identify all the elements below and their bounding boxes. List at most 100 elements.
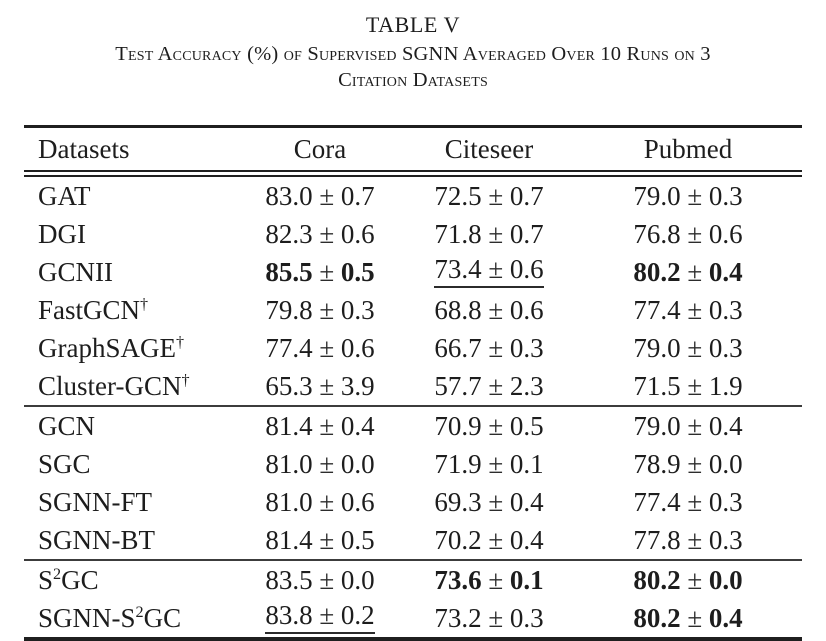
accuracy-cell: 72.5 ± 0.7 (404, 174, 574, 216)
accuracy-cell: 71.9 ± 0.1 (404, 445, 574, 483)
accuracy-value-group: 83.5 ± 0.0 (265, 564, 375, 595)
accuracy-cell: 77.4 ± 0.6 (236, 329, 404, 367)
accuracy-value-group: 77.4 ± 0.6 (265, 332, 375, 363)
accuracy-value-group: 81.0 ± 0.6 (265, 486, 375, 517)
accuracy-value-group: 85.5 ± 0.5 (265, 256, 375, 287)
model-name-text: GraphSAGE (38, 332, 176, 363)
superscript: † (181, 370, 190, 389)
accuracy-cell: 85.5 ± 0.5 (236, 253, 404, 291)
accuracy-value-group: 71.8 ± 0.7 (434, 218, 544, 249)
accuracy-cell: 83.0 ± 0.7 (236, 174, 404, 216)
accuracy-value-group: 83.0 ± 0.7 (265, 180, 375, 211)
model-name-text: GAT (38, 180, 91, 211)
accuracy-cell: 70.9 ± 0.5 (404, 406, 574, 445)
model-name: Cluster-GCN† (24, 367, 236, 406)
accuracy-cell: 81.4 ± 0.4 (236, 406, 404, 445)
accuracy-cell: 79.0 ± 0.4 (574, 406, 802, 445)
model-name: SGNN-BT (24, 521, 236, 560)
table-group-1: GAT 83.0 ± 0.7 72.5 ± 0.7 79.0 ± 0.3 DGI 82.3… (24, 174, 802, 407)
accuracy-cell: 73.4 ± 0.6 (404, 253, 574, 291)
accuracy-value-group: 68.8 ± 0.6 (434, 294, 544, 325)
accuracy-value-group: 80.2 ± 0.4 (633, 602, 743, 633)
model-name: GAT (24, 174, 236, 216)
table-group-2: GCN 81.4 ± 0.4 70.9 ± 0.5 79.0 ± 0.4 SGC 81.0… (24, 406, 802, 560)
accuracy-value-group: 83.8 ± 0.2 (265, 602, 375, 634)
column-header-citeseer: Citeseer (444, 133, 534, 164)
accuracy-cell: 68.8 ± 0.6 (404, 291, 574, 329)
caption-line-2: Citation Datasets (338, 69, 488, 91)
accuracy-value-group: 70.2 ± 0.4 (434, 524, 544, 555)
accuracy-value-group: 77.4 ± 0.3 (633, 486, 743, 517)
model-name: SGNN-FT (24, 483, 236, 521)
model-name: GCN (24, 406, 236, 445)
accuracy-value-group: 81.4 ± 0.5 (265, 524, 375, 555)
accuracy-value-group: 81.0 ± 0.0 (265, 448, 375, 479)
table-row: SGNN-FT 81.0 ± 0.6 69.3 ± 0.4 77.4 ± 0.3 (24, 483, 802, 521)
table-row: FastGCN† 79.8 ± 0.3 68.8 ± 0.6 77.4 ± 0.3 (24, 291, 802, 329)
superscript: 2 (135, 602, 144, 621)
accuracy-value-group: 79.0 ± 0.4 (633, 410, 743, 441)
accuracy-value-group: 80.2 ± 0.4 (633, 256, 743, 287)
accuracy-value-group: 80.2 ± 0.0 (633, 564, 743, 595)
model-name-text: FastGCN (38, 294, 141, 325)
accuracy-cell: 80.2 ± 0.4 (574, 253, 802, 291)
accuracy-value-group: 57.7 ± 2.3 (434, 370, 544, 401)
table-caption-block: TABLE V Test Accuracy (%) of Supervised … (0, 0, 826, 93)
table-row: DGI 82.3 ± 0.6 71.8 ± 0.7 76.8 ± 0.6 (24, 215, 802, 253)
accuracy-cell: 79.0 ± 0.3 (574, 174, 802, 216)
accuracy-value-group: 71.5 ± 1.9 (633, 370, 743, 401)
accuracy-value-group: 69.3 ± 0.4 (434, 486, 544, 517)
table-row: SGNN-BT 81.4 ± 0.5 70.2 ± 0.4 77.8 ± 0.3 (24, 521, 802, 560)
table-caption: Test Accuracy (%) of Supervised SGNN Ave… (0, 41, 826, 93)
accuracy-value-group: 65.3 ± 3.9 (265, 370, 375, 401)
accuracy-cell: 83.8 ± 0.2 (236, 599, 404, 639)
model-name-text: SGNN-FT (38, 486, 153, 517)
accuracy-cell: 66.7 ± 0.3 (404, 329, 574, 367)
accuracy-value-group: 78.9 ± 0.0 (633, 448, 743, 479)
accuracy-cell: 71.8 ± 0.7 (404, 215, 574, 253)
results-table: Datasets Cora Citeseer Pubmed GAT 83.0 ± 0.7… (24, 125, 802, 641)
accuracy-cell: 77.8 ± 0.3 (574, 521, 802, 560)
model-name: S2GC (24, 560, 236, 599)
model-name-text: Cluster-GCN (38, 370, 182, 401)
model-name-text: GC (143, 602, 182, 633)
accuracy-cell: 65.3 ± 3.9 (236, 367, 404, 406)
model-name-text: SGNN-BT (38, 524, 156, 555)
accuracy-value-group: 82.3 ± 0.6 (265, 218, 375, 249)
caption-line-1: Test Accuracy (%) of Supervised SGNN Ave… (115, 43, 711, 65)
model-name-text: GC (61, 564, 99, 595)
column-header-pubmed: Pubmed (643, 133, 733, 164)
superscript: † (140, 294, 149, 313)
accuracy-cell: 78.9 ± 0.0 (574, 445, 802, 483)
model-name-text: S (38, 564, 54, 595)
model-name-text: SGC (38, 448, 91, 479)
accuracy-value-group: 66.7 ± 0.3 (434, 332, 544, 363)
accuracy-value-group: 73.4 ± 0.6 (434, 256, 544, 288)
accuracy-cell: 71.5 ± 1.9 (574, 367, 802, 406)
table-head: Datasets Cora Citeseer Pubmed (24, 127, 802, 174)
accuracy-value-group: 77.8 ± 0.3 (633, 524, 743, 555)
model-name: DGI (24, 215, 236, 253)
model-name: GraphSAGE† (24, 329, 236, 367)
accuracy-cell: 69.3 ± 0.4 (404, 483, 574, 521)
accuracy-cell: 73.2 ± 0.3 (404, 599, 574, 639)
accuracy-value-group: 72.5 ± 0.7 (434, 180, 544, 211)
accuracy-cell: 82.3 ± 0.6 (236, 215, 404, 253)
model-name-text: GCN (38, 410, 96, 441)
accuracy-cell: 70.2 ± 0.4 (404, 521, 574, 560)
accuracy-value-group: 70.9 ± 0.5 (434, 410, 544, 441)
accuracy-value-group: 77.4 ± 0.3 (633, 294, 743, 325)
accuracy-cell: 57.7 ± 2.3 (404, 367, 574, 406)
accuracy-cell: 79.0 ± 0.3 (574, 329, 802, 367)
accuracy-cell: 79.8 ± 0.3 (236, 291, 404, 329)
column-header-cora: Cora (293, 133, 347, 164)
column-header-datasets: Datasets (38, 133, 130, 164)
model-name-text: SGNN-S (38, 602, 136, 633)
table-row: S2GC 83.5 ± 0.0 73.6 ± 0.1 80.2 ± 0.0 (24, 560, 802, 599)
superscript: 2 (53, 564, 62, 583)
table-row: GraphSAGE† 77.4 ± 0.6 66.7 ± 0.3 79.0 ± 0.3 (24, 329, 802, 367)
accuracy-cell: 80.2 ± 0.4 (574, 599, 802, 639)
model-name-text: GCNII (38, 256, 113, 287)
table-row: SGNN-S2GC 83.8 ± 0.2 73.2 ± 0.3 80.2 ± 0.4 (24, 599, 802, 639)
